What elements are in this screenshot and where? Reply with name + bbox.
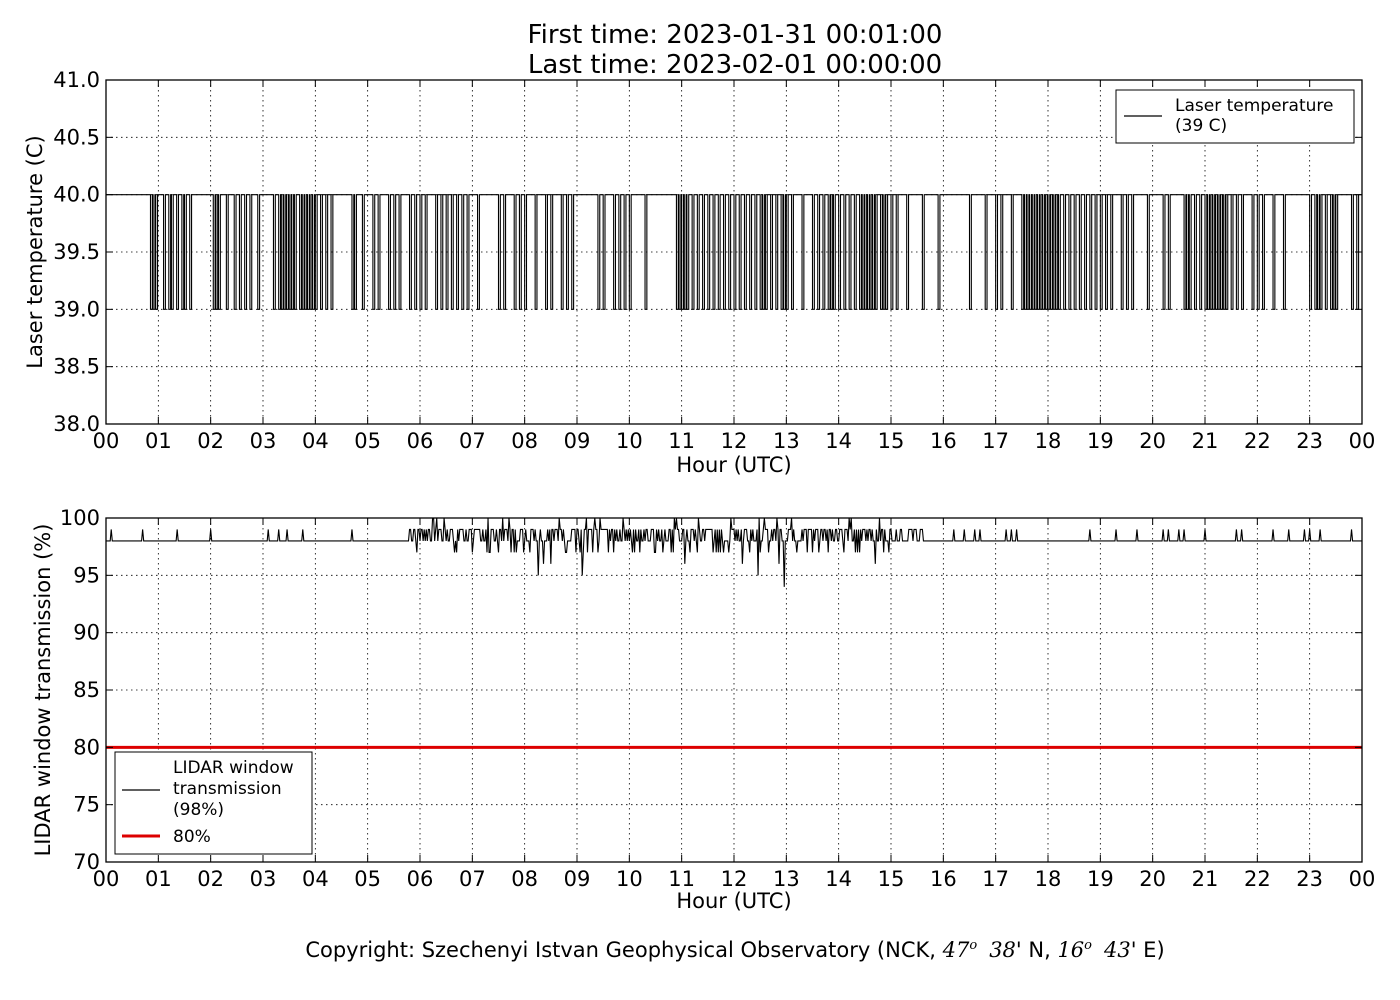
lat-degrees: 47 [942, 938, 970, 962]
lon-degrees: 16 [1057, 938, 1084, 962]
y-axis-label: LIDAR window transmission (%) [31, 524, 55, 857]
legend-label-80: 80% [173, 827, 211, 847]
lat-suffix: ' N, [1016, 938, 1058, 962]
x-tick-label: 23 [1296, 429, 1323, 453]
y-tick-label: 95 [73, 563, 100, 587]
x-tick-label: 08 [511, 429, 538, 453]
x-tick-label: 19 [1087, 429, 1114, 453]
y-tick-label: 70 [73, 850, 100, 874]
y-tick-label: 85 [73, 678, 100, 702]
lon-minutes: 43 [1103, 938, 1131, 962]
legend: LIDAR window transmission (98%) 80% [114, 751, 313, 855]
x-tick-label: 11 [668, 867, 695, 891]
copyright-prefix: Copyright: Szechenyi Istvan Geophysical … [305, 938, 942, 962]
series [106, 517, 1362, 749]
x-tick-label: 17 [982, 429, 1009, 453]
lon-suffix: ' E) [1131, 938, 1165, 962]
y-axis-label: Laser temperature (C) [23, 135, 47, 368]
x-tick-label: 12 [721, 429, 748, 453]
x-tick-label: 11 [668, 429, 695, 453]
y-tick-label: 40.5 [53, 125, 100, 149]
x-tick-label: 14 [825, 429, 852, 453]
y-tick-label: 100 [60, 506, 100, 530]
ticks: 00 01 02 03 04 05 06 07 08 09 10 11 12 13 14 15 16 17 18 19… [60, 506, 1375, 891]
x-tick-label: 05 [354, 429, 381, 453]
x-tick-label: 02 [197, 867, 224, 891]
legend-label-lidar-3: (98%) [173, 800, 224, 820]
x-tick-label: 02 [197, 429, 224, 453]
x-tick-label: 15 [878, 429, 905, 453]
x-tick-label: 20 [1139, 429, 1166, 453]
x-tick-label: 23 [1296, 867, 1323, 891]
y-tick-label: 38.5 [53, 355, 100, 379]
x-tick-label: 07 [459, 867, 486, 891]
x-tick-label: 21 [1192, 867, 1219, 891]
x-tick-label: 19 [1087, 867, 1114, 891]
x-axis-label: Hour (UTC) [676, 889, 791, 913]
x-tick-label: 03 [250, 867, 277, 891]
x-tick-label: 13 [773, 429, 800, 453]
x-tick-label: 16 [930, 867, 957, 891]
x-tick-label: 12 [721, 867, 748, 891]
x-tick-label: 21 [1192, 429, 1219, 453]
laser-temperature-chart: 00 01 02 03 04 05 06 07 08 09 10 11 12 13 14 15 16 17 18 19… [23, 68, 1375, 477]
lat-degree-mark: o [969, 938, 977, 953]
lon-degree-mark: o [1084, 938, 1092, 953]
ticks: 00 01 02 03 04 05 06 07 08 09 10 11 12 13 14 15 16 17 18 19… [53, 68, 1375, 453]
copyright-text: Copyright: Szechenyi Istvan Geophysical … [305, 938, 1164, 962]
x-tick-label: 16 [930, 429, 957, 453]
x-tick-label: 00 [1349, 429, 1376, 453]
laser-temperature-line [106, 194, 1362, 310]
x-tick-label: 01 [145, 867, 172, 891]
x-tick-label: 00 [93, 867, 120, 891]
x-tick-label: 09 [564, 867, 591, 891]
x-tick-label: 10 [616, 867, 643, 891]
lidar-transmission-line [106, 517, 1362, 587]
x-tick-label: 09 [564, 429, 591, 453]
legend-label-laser-2: (39 C) [1175, 116, 1227, 136]
series [106, 194, 1362, 310]
x-tick-label: 22 [1244, 429, 1271, 453]
lat-minutes: 38 [989, 938, 1016, 962]
x-tick-label: 15 [878, 867, 905, 891]
y-tick-label: 40.0 [53, 183, 100, 207]
x-tick-label: 07 [459, 429, 486, 453]
x-tick-label: 03 [250, 429, 277, 453]
x-tick-label: 20 [1139, 867, 1166, 891]
last-time-title: Last time: 2023-02-01 00:00:00 [528, 50, 942, 80]
x-tick-label: 05 [354, 867, 381, 891]
x-tick-label: 17 [982, 867, 1009, 891]
x-tick-label: 04 [302, 867, 329, 891]
x-tick-label: 06 [407, 429, 434, 453]
y-tick-label: 38.0 [53, 412, 100, 436]
first-time-title: First time: 2023-01-31 00:01:00 [528, 20, 943, 50]
y-tick-label: 39.0 [53, 297, 100, 321]
y-tick-label: 75 [73, 793, 100, 817]
legend: Laser temperature (39 C) [1115, 89, 1355, 144]
y-tick-label: 90 [73, 621, 100, 645]
x-tick-label: 18 [1035, 867, 1062, 891]
y-tick-label: 41.0 [53, 68, 100, 92]
x-tick-label: 01 [145, 429, 172, 453]
plot-area [106, 518, 1362, 862]
lidar-transmission-chart: 00 01 02 03 04 05 06 07 08 09 10 11 12 13 14 15 16 17 18 19… [31, 506, 1375, 913]
x-tick-label: 00 [1349, 867, 1376, 891]
x-tick-label: 14 [825, 867, 852, 891]
x-axis-label: Hour (UTC) [676, 453, 791, 477]
x-tick-label: 13 [773, 867, 800, 891]
y-tick-label: 80 [73, 735, 100, 759]
x-tick-label: 22 [1244, 867, 1271, 891]
x-tick-label: 18 [1035, 429, 1062, 453]
x-tick-label: 06 [407, 867, 434, 891]
x-tick-label: 00 [93, 429, 120, 453]
x-tick-label: 10 [616, 429, 643, 453]
x-tick-label: 08 [511, 867, 538, 891]
legend-label-laser-1: Laser temperature [1175, 96, 1333, 116]
y-tick-label: 39.5 [53, 240, 100, 264]
x-tick-label: 04 [302, 429, 329, 453]
legend-label-lidar-1: LIDAR window [173, 758, 294, 778]
legend-label-lidar-2: transmission [173, 779, 282, 799]
